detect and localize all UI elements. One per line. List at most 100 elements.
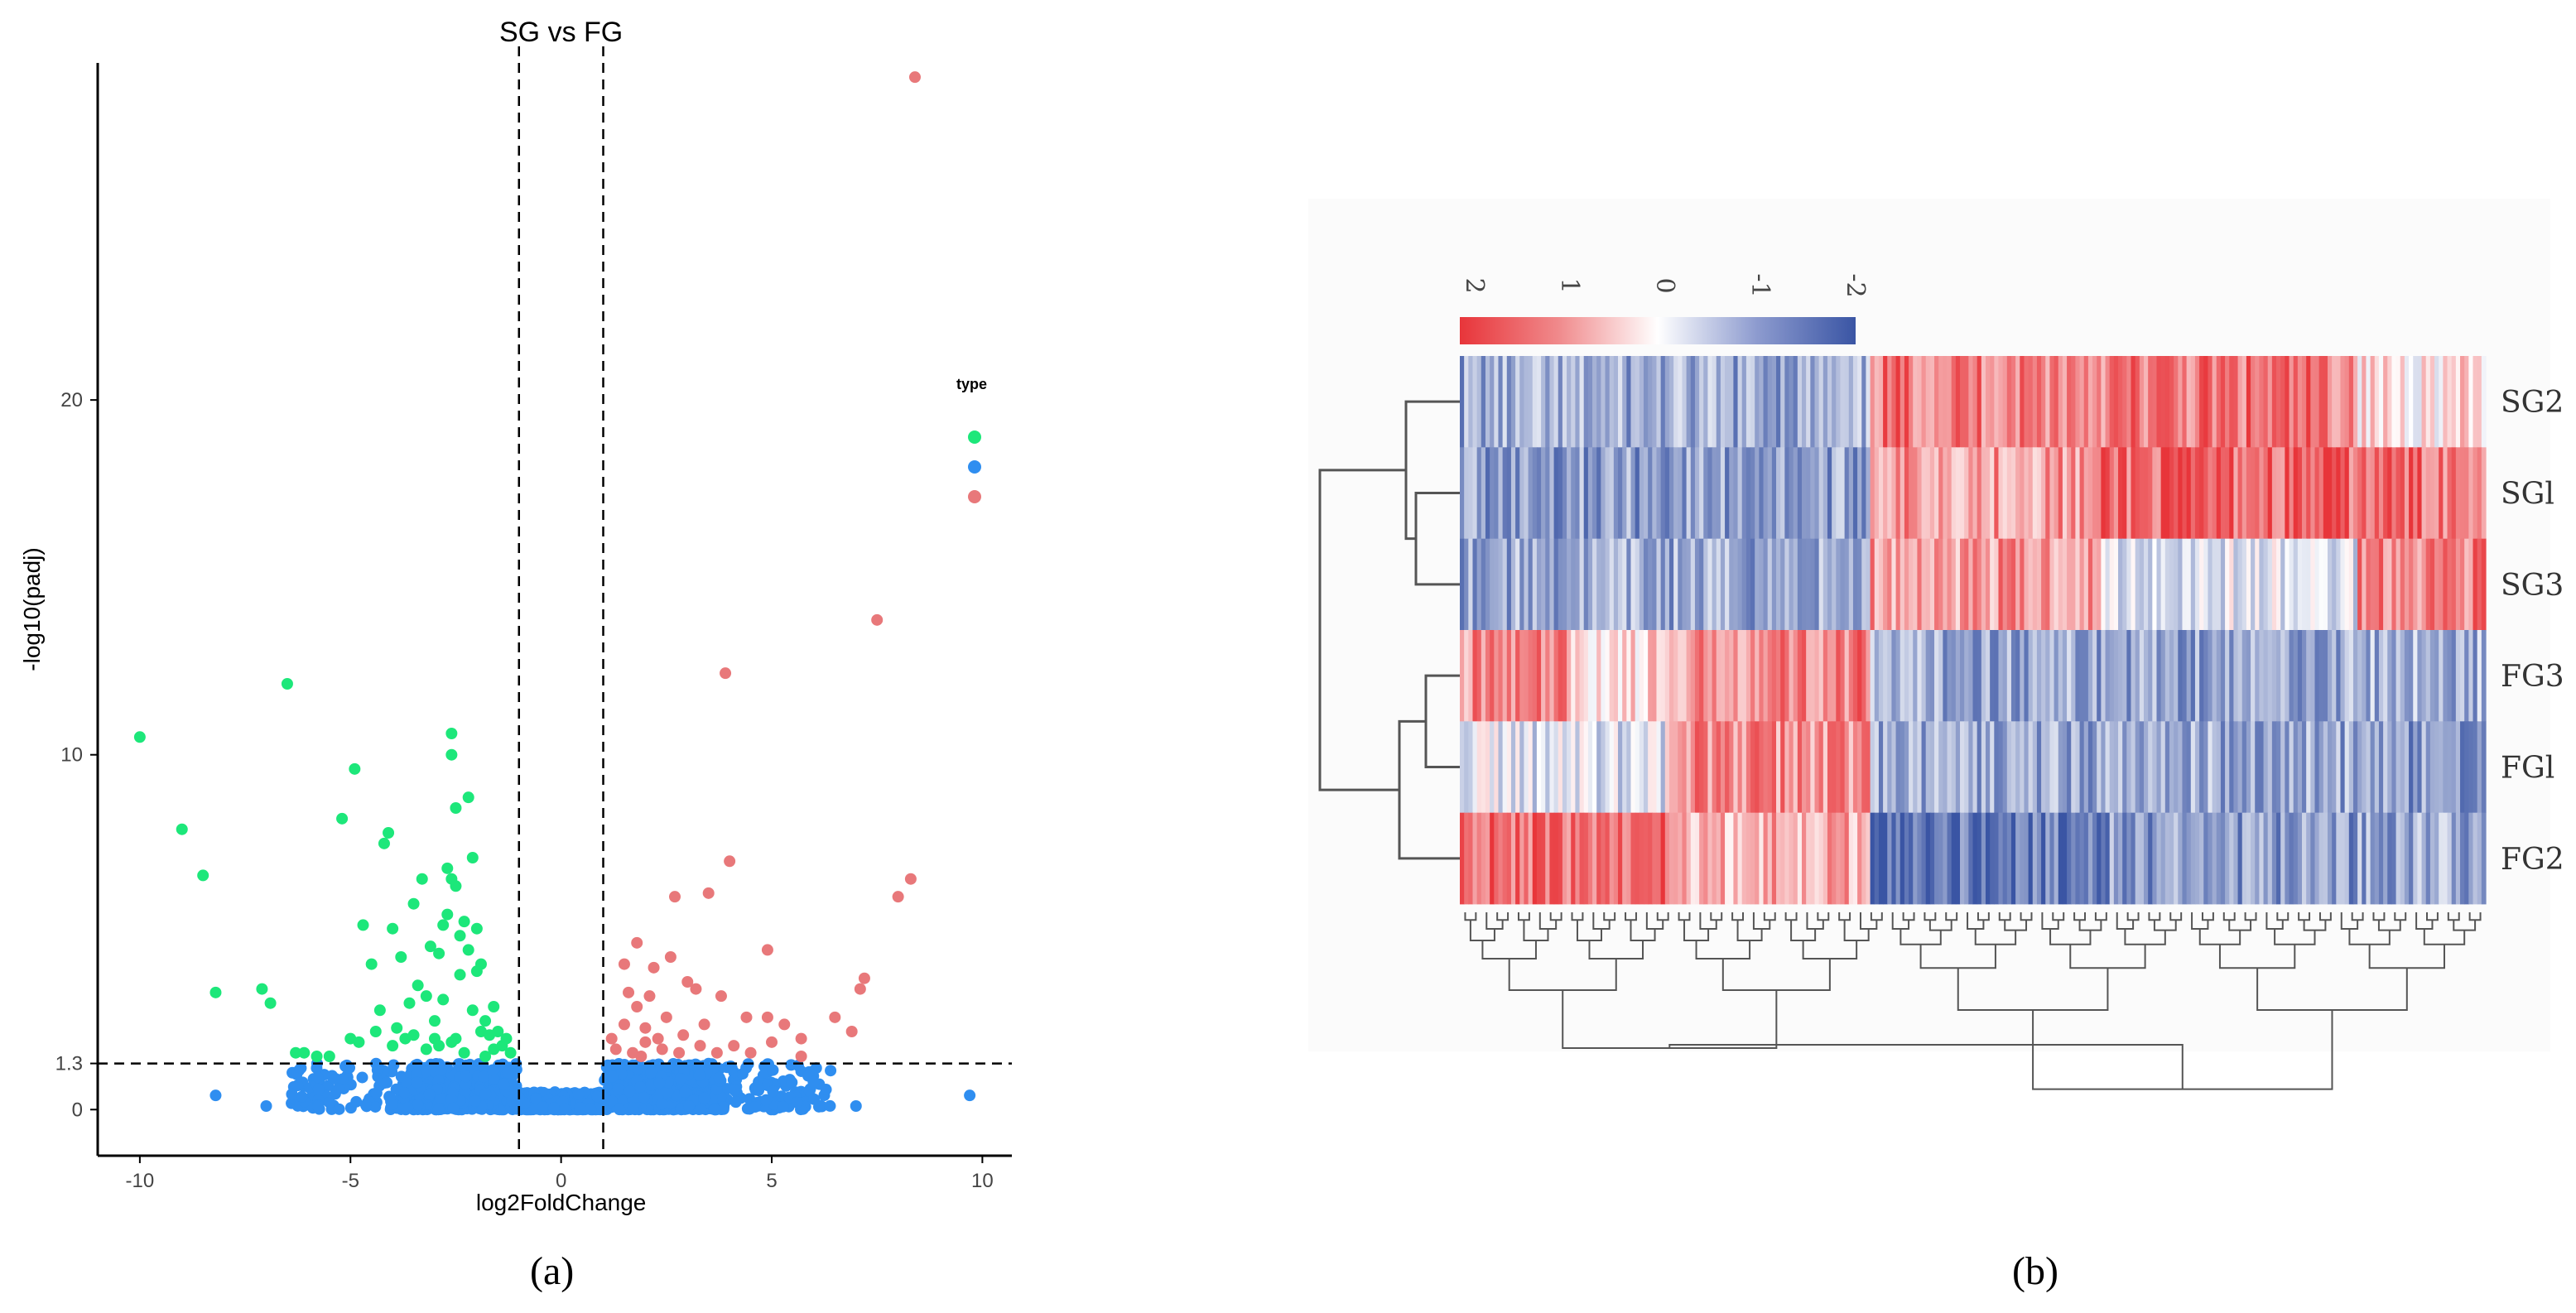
down-regulated-point (450, 802, 462, 814)
heatmap-cell (1737, 630, 1743, 722)
heatmap-cell (2323, 812, 2328, 905)
unchanged-point (412, 1099, 424, 1111)
heatmap-cell (1947, 356, 1952, 448)
heatmap-cell (2182, 721, 2188, 814)
heatmap-cell (2225, 447, 2230, 540)
heatmap-cell (2101, 812, 2107, 905)
heatmap-cell (2144, 630, 2149, 722)
heatmap-cell (2429, 721, 2435, 814)
down-regulated-point (420, 990, 432, 1003)
heatmap-cell (1510, 538, 1516, 631)
down-regulated-point (369, 1026, 382, 1037)
up-regulated-point (829, 1011, 841, 1023)
heatmap-cell (1630, 630, 1636, 722)
heatmap-cell (1567, 538, 1572, 631)
heatmap-cell (1964, 721, 1969, 814)
heatmap-cell (1656, 721, 1662, 814)
heatmap-cell (1601, 538, 1606, 631)
down-regulated-point (441, 908, 454, 921)
heatmap-cell (1780, 356, 1785, 448)
heatmap-cell (2083, 721, 2089, 814)
heatmap-cell (2015, 356, 2020, 448)
heatmap-cell (1587, 721, 1593, 814)
color-scale-label: -2 (1841, 273, 1870, 297)
unchanged-point (369, 1100, 382, 1113)
heatmap-cell (2160, 721, 2166, 814)
heatmap-cell (2212, 356, 2217, 448)
heatmap-cell (1741, 812, 1747, 905)
heatmap-cell (2374, 538, 2380, 631)
heatmap-cell (2297, 721, 2303, 814)
heatmap-cell (1797, 812, 1803, 905)
unchanged-point (634, 1081, 647, 1094)
heatmap-cell (2212, 812, 2217, 905)
down-regulated-point (433, 947, 445, 960)
heatmap-cell (2024, 630, 2030, 722)
heatmap-cell (1818, 812, 1824, 905)
heatmap-cell (2409, 538, 2414, 631)
unchanged-point (656, 1098, 668, 1110)
heatmap-cell (2067, 356, 2072, 448)
heatmap-cell (2002, 538, 2008, 631)
heatmap-cell (1519, 447, 1525, 540)
heatmap-cell (2006, 721, 2012, 814)
heatmap-cell (2194, 538, 2200, 631)
heatmap-cell (2097, 447, 2102, 540)
heatmap-cell (2067, 812, 2072, 905)
heatmap-cell (2468, 630, 2474, 722)
heatmap-cell (2225, 356, 2230, 448)
heatmap-cell (1780, 538, 1785, 631)
heatmap-cell (2075, 447, 2081, 540)
heatmap-cell (1895, 630, 1901, 722)
heatmap-cell (1955, 721, 1961, 814)
heatmap-cell (1887, 812, 1893, 905)
heatmap-cell (2122, 538, 2127, 631)
heatmap-cell (2212, 630, 2217, 722)
heatmap-cell (1870, 630, 1875, 722)
heatmap-cell (1737, 721, 1743, 814)
heatmap-cell (1553, 630, 1559, 722)
heatmap-cell (1951, 721, 1957, 814)
down-regulated-point (437, 919, 450, 931)
heatmap-cell (1929, 721, 1935, 814)
heatmap-cell (2468, 538, 2474, 631)
heatmap-cell (2404, 356, 2410, 448)
heatmap-cell (2118, 538, 2123, 631)
up-regulated-point (795, 1051, 807, 1062)
up-regulated-point (677, 1029, 690, 1041)
heatmap-cell (2131, 812, 2136, 905)
heatmap-cell (1943, 538, 1948, 631)
heatmap-cell (1814, 721, 1820, 814)
heatmap-cell (1707, 721, 1713, 814)
heatmap-cell (1601, 812, 1606, 905)
heatmap-cell (1506, 538, 1512, 631)
heatmap-cell (2148, 812, 2153, 905)
heatmap-cell (1498, 447, 1504, 540)
heatmap-cell (1626, 630, 1632, 722)
down-regulated-point (458, 1046, 470, 1059)
heatmap-cell (2387, 630, 2393, 722)
heatmap-cell (2357, 447, 2362, 540)
heatmap-cell (2370, 812, 2376, 905)
heatmap-cell (2340, 630, 2346, 722)
up-regulated-point (892, 891, 904, 903)
heatmap-cell (1545, 356, 1551, 448)
heatmap-cell (2366, 812, 2371, 905)
up-regulated-point (631, 1001, 643, 1012)
heatmap-cell (2409, 812, 2414, 905)
heatmap-cell (2178, 812, 2184, 905)
heatmap-cell (2383, 812, 2388, 905)
heatmap-cell (2434, 721, 2439, 814)
heatmap-cell (1613, 447, 1619, 540)
heatmap-cell (1802, 447, 1807, 540)
unchanged-point (447, 1102, 460, 1114)
heatmap-cell (2024, 812, 2030, 905)
unchanged-point (808, 1093, 821, 1105)
heatmap-cell (2229, 630, 2235, 722)
heatmap-cell (2045, 538, 2051, 631)
heatmap-cell (1895, 447, 1901, 540)
heatmap-cell (2152, 721, 2158, 814)
heatmap-cell (2113, 356, 2119, 448)
heatmap-cell (1592, 630, 1597, 722)
heatmap-cell (1780, 812, 1785, 905)
